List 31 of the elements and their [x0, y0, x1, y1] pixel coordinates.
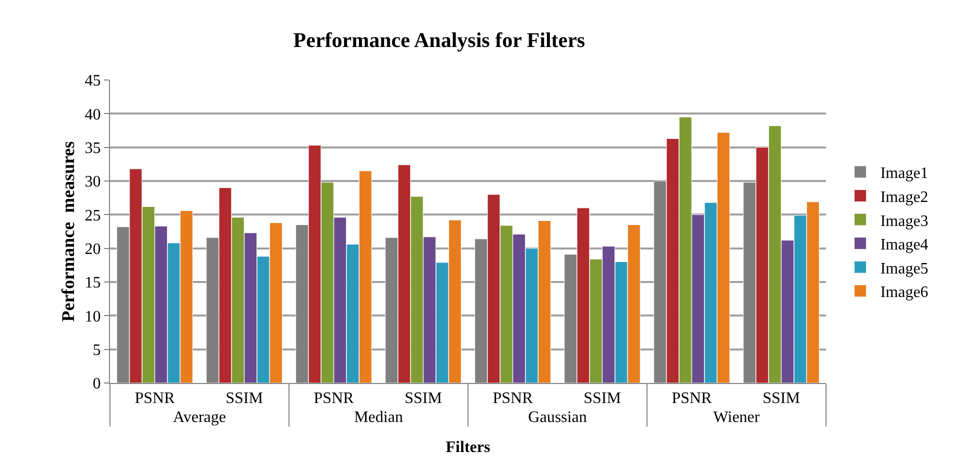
x-tick-label: PSNR: [314, 390, 354, 408]
legend-label: Image5: [880, 260, 928, 278]
legend-label: Image3: [880, 212, 928, 230]
y-tick-label: 0: [92, 376, 101, 393]
legend-label: Image1: [880, 165, 928, 182]
y-tick-label: 25: [84, 207, 101, 224]
y-tick-label: 15: [84, 274, 101, 292]
y-tick-label: 30: [84, 174, 101, 191]
text: Median: [354, 409, 403, 426]
text: Average: [173, 409, 226, 426]
y-axis-title: Performance measures: [58, 141, 78, 322]
y-tick-label: 40: [84, 106, 101, 124]
x-tick-label: SSIM: [762, 390, 800, 408]
x-tick-label: PSNR: [492, 390, 534, 408]
x-tick-label: SSIM: [404, 390, 442, 408]
legend-label: Image4: [880, 236, 928, 254]
legend-label: Image6: [880, 284, 928, 302]
text: Wiener: [713, 409, 760, 426]
y-tick-label: 35: [84, 140, 101, 157]
y-tick-label: 45: [84, 72, 101, 90]
chart-title: Performance Analysis for Filters: [293, 28, 586, 52]
y-tick-label: 5: [92, 342, 101, 359]
x-tick-label: PSNR: [134, 390, 176, 408]
legend-label: Image2: [880, 188, 928, 206]
y-tick-label: 20: [84, 240, 101, 258]
x-tick-label: SSIM: [584, 390, 621, 408]
x-tick-label: SSIM: [226, 390, 263, 408]
x-axis-title: Filters: [446, 438, 490, 456]
x-tick-label: PSNR: [672, 390, 712, 408]
text: Gaussian: [528, 409, 587, 426]
y-tick-label: 10: [84, 308, 101, 326]
